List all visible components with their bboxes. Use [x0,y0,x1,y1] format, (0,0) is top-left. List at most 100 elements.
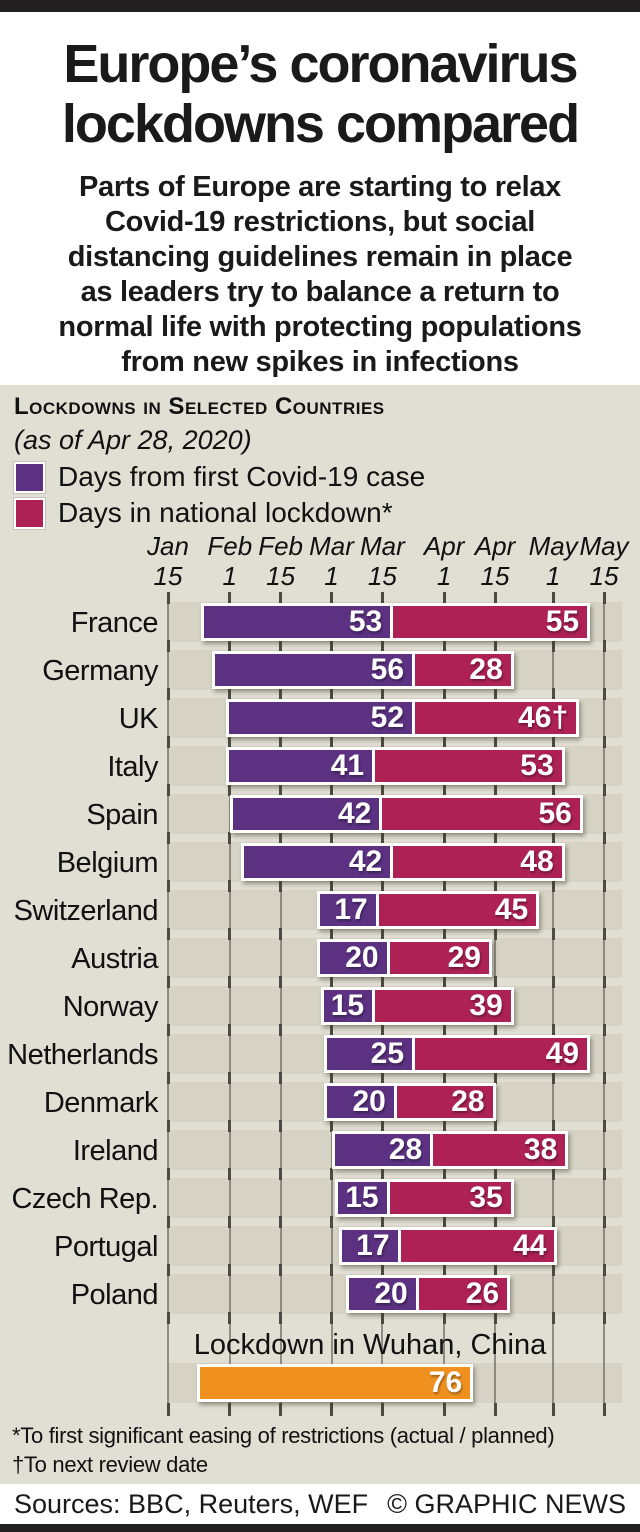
tick-mark [442,880,446,892]
tick-mark [228,592,232,604]
lockdown-bar-segment: 56 [379,795,583,833]
tick-mark [279,736,283,748]
tick-mark [602,1264,606,1276]
bar-value-label: 17 [356,1229,390,1262]
bar-czech-rep-: 15 35 [335,1179,514,1217]
bar-value-label: 56 [538,797,572,830]
bar-value-label: 49 [545,1037,580,1070]
country-label: Norway [62,991,159,1023]
legend-label-first-case: Days from first Covid-19 case [58,461,426,492]
tick-mark [279,640,283,652]
tick-mark [602,688,606,700]
bar-value-label: 20 [352,1085,386,1118]
bar-value-label: 53 [348,605,383,638]
credit-text: © GRAPHIC NEWS [387,1488,626,1519]
tick-mark [602,1216,606,1228]
tick-mark [380,928,384,940]
bar-value-label: 48 [520,845,554,878]
tick-mark [602,880,606,892]
page-title: Europe’s coronavirus lockdowns compared [61,34,580,154]
tick-mark [442,640,446,652]
bar-value-label: 55 [545,605,580,638]
top-border-bar [0,0,640,12]
bar-value-label: 28 [451,1085,485,1118]
tick-mark [330,688,333,700]
country-label: Denmark [43,1087,159,1119]
gridline [603,598,605,1416]
bar-ireland: 28 38 [331,1131,569,1169]
tick-mark [279,832,283,844]
tick-mark [279,928,283,940]
bar-denmark: 20 28 [324,1083,496,1121]
tick-mark [602,1072,606,1084]
footnotes: *To first significant easing of restrict… [12,1421,632,1479]
tick-mark [330,1264,333,1276]
case-bar-segment: 20 [324,1083,397,1121]
tick-mark [551,1120,555,1132]
axis-tick-label: Apr 15 [474,531,516,591]
tick-mark [228,1120,232,1132]
tick-mark [551,928,555,940]
axis-tick-label: Feb 15 [258,531,304,591]
tick-mark [166,1216,170,1228]
tick-mark [380,880,384,892]
tick-mark [279,1072,283,1084]
source-bar: Sources: BBC, Reuters, WEF © GRAPHIC NEW… [0,1484,640,1524]
bar-norway: 15 39 [320,987,514,1025]
tick-mark [380,640,384,652]
tick-mark [442,1216,446,1228]
bar-value-label: 17 [334,893,368,926]
tick-mark [551,1024,555,1036]
bar-value-label: 76 [428,1366,463,1399]
bar-poland: 20 26 [346,1275,511,1313]
gridline [228,598,231,1416]
case-bar-segment: 28 [331,1131,434,1169]
bar-value-label: 52 [370,701,405,734]
tick-mark [602,1024,606,1036]
tick-mark [380,1312,384,1324]
tick-mark [166,592,170,604]
tick-mark [380,976,384,988]
bar-value-label: 45 [494,893,529,926]
tick-mark [166,688,170,700]
tick-mark [380,832,384,844]
tick-mark [330,1072,333,1084]
bar-value-label: 46† [518,701,569,734]
tick-mark [380,1024,384,1036]
tick-mark [228,688,232,700]
tick-mark [279,1168,283,1180]
tick-mark [279,1264,283,1276]
tick-mark [166,1120,170,1132]
tick-mark [493,880,497,892]
tick-mark [330,1168,333,1180]
bar-wuhan: 76 [197,1364,474,1402]
chart-title: Lockdowns in Selected Countries [14,393,385,420]
tick-mark [380,1216,384,1228]
tick-mark [493,1120,497,1132]
tick-mark [166,1312,170,1324]
tick-mark [493,1024,497,1036]
tick-mark [330,784,333,796]
tick-mark [166,1024,170,1036]
bar-value-label: 15 [330,989,365,1022]
tick-mark [493,1403,497,1416]
gridline [167,598,169,1416]
country-label: Poland [70,1279,159,1311]
tick-mark [228,784,232,796]
tick-mark [493,736,497,748]
bar-value-label: 25 [370,1037,405,1070]
tick-mark [380,1072,384,1084]
tick-mark [228,976,232,988]
page-subtitle: Parts of Europe are starting to relax Co… [58,171,582,378]
tick-mark [380,784,384,796]
tick-mark [166,1403,170,1416]
tick-mark [442,1168,446,1180]
lockdown-bar-segment: 49 [412,1035,591,1073]
tick-mark [551,976,555,988]
bar-value-label: 29 [447,941,481,974]
country-label: Portugal [53,1231,159,1263]
tick-mark [279,1120,283,1132]
chart-section: Lockdowns in Selected Countries (as of A… [0,385,640,1484]
tick-mark [442,1024,446,1036]
lockdown-bar-segment: 35 [386,1179,514,1217]
